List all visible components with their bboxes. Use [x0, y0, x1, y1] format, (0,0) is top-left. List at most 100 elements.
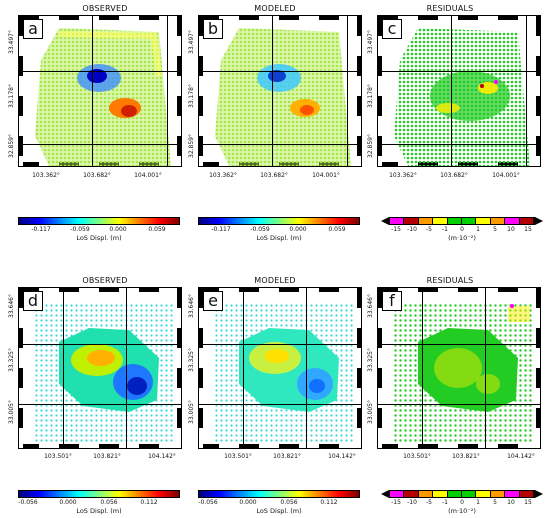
res-bot-tick-2: -10 [407, 499, 417, 506]
cbar-d-tick-2: 0.000 [59, 499, 77, 506]
panel-e-displacement-field [213, 302, 353, 442]
panel-c-title: RESIDUALS [426, 4, 474, 13]
res-top-tick-1: -15 [391, 226, 401, 233]
panel-e-xtick-2: 103.821° [273, 453, 301, 460]
residual-bar-top-left-arrow [381, 217, 389, 225]
panel-b-xtick-1: 103.362° [209, 172, 237, 179]
residual-bar-bottom-label: (m·10⁻²) [448, 507, 476, 515]
colorbar-bottom-e-label: LoS Displ. (m) [256, 507, 302, 515]
res-top-tick-8: 10 [507, 226, 515, 233]
colorbar-top-a [18, 217, 180, 225]
res-bot-tick-8: 10 [507, 499, 515, 506]
res-bot-tick-5: 0 [460, 499, 464, 506]
panel-d-xtick-2: 103.821° [93, 453, 121, 460]
panel-b-map: b [198, 15, 362, 167]
residual-bin [404, 491, 419, 497]
cbar-b-tick-2: -0.059 [250, 226, 270, 233]
residual-bin [476, 218, 491, 224]
cbar-b-tick-1: -0.117 [211, 226, 231, 233]
res-bot-tick-3: -5 [426, 499, 432, 506]
residual-bin [490, 491, 506, 497]
panel-d-map: d [18, 287, 182, 449]
residual-bar-bottom [389, 490, 535, 498]
cbar-a-tick-4: 0.059 [148, 226, 166, 233]
residual-bin [390, 218, 405, 224]
panel-f-title: RESIDUALS [426, 276, 474, 285]
panel-d-ytick-3: 33.005° [8, 400, 15, 424]
residual-bar-bottom-right-arrow [535, 490, 543, 498]
panel-d-xtick-1: 103.501° [44, 453, 72, 460]
res-bot-tick-9: 15 [524, 499, 532, 506]
residual-bin [505, 491, 520, 497]
panel-d-label: d [23, 291, 43, 311]
colorbar-top-b-label: LoS Displ. (m) [256, 234, 302, 242]
res-bot-tick-7: 5 [493, 499, 497, 506]
panel-a-xtick-1: 103.362° [32, 172, 60, 179]
panel-d-title: OBSERVED [82, 276, 128, 285]
residual-bar-top-label: (m·10⁻²) [448, 234, 476, 242]
panel-f-residual-field [392, 302, 532, 442]
cbar-d-tick-1: -0.056 [18, 499, 38, 506]
panel-a-xtick-3: 104.001° [134, 172, 162, 179]
panel-f-label: f [382, 291, 402, 311]
panel-e-title: MODELED [254, 276, 296, 285]
panel-f-xtick-1: 103.501° [403, 453, 431, 460]
res-bot-tick-6: 1 [476, 499, 480, 506]
cbar-e-tick-1: -0.056 [198, 499, 218, 506]
panel-f-ytick-3: 33.005° [367, 400, 374, 424]
panel-b-label: b [203, 19, 223, 39]
panel-c-map: c [377, 15, 541, 167]
residual-bin [418, 218, 434, 224]
panel-f-xtick-3: 104.142° [507, 453, 535, 460]
panel-c-ytick-2: 33.178° [367, 84, 374, 108]
panel-e-label: e [203, 291, 223, 311]
residual-bin [433, 491, 448, 497]
residual-bin [447, 491, 463, 497]
panel-a-ytick-2: 33.178° [8, 84, 15, 108]
panel-e-ytick-3: 33.005° [188, 400, 195, 424]
panel-e-xtick-1: 103.501° [224, 453, 252, 460]
res-top-tick-4: -1 [442, 226, 448, 233]
res-top-tick-6: 1 [476, 226, 480, 233]
panel-a-title: OBSERVED [82, 4, 128, 13]
panel-e-ytick-1: 33.646° [188, 294, 195, 318]
panel-e-xtick-3: 104.142° [328, 453, 356, 460]
panel-b-displacement-field [215, 28, 351, 166]
res-top-tick-2: -10 [407, 226, 417, 233]
residual-bin [476, 491, 491, 497]
panel-f-xtick-2: 103.821° [452, 453, 480, 460]
res-bot-tick-4: -1 [442, 499, 448, 506]
panel-c-ytick-3: 32.859° [367, 134, 374, 158]
cbar-e-tick-3: 0.056 [280, 499, 298, 506]
panel-c-xtick-1: 103.362° [389, 172, 417, 179]
residual-bin [490, 218, 506, 224]
panel-c-residual-field [394, 28, 530, 166]
cbar-d-tick-3: 0.056 [100, 499, 118, 506]
panel-e-map: e [198, 287, 362, 449]
panel-f-ytick-2: 33.325° [367, 348, 374, 372]
panel-b-xtick-2: 103.682° [260, 172, 288, 179]
panel-b-ytick-2: 33.178° [188, 84, 195, 108]
panel-c-xtick-3: 104.001° [492, 172, 520, 179]
residual-bin [462, 491, 477, 497]
res-top-tick-5: 0 [460, 226, 464, 233]
panel-f-map: f [377, 287, 541, 449]
residual-bin [505, 218, 520, 224]
panel-e-ytick-2: 33.325° [188, 348, 195, 372]
colorbar-top-a-label: LoS Displ. (m) [76, 234, 122, 242]
residual-bin [404, 218, 419, 224]
res-bot-tick-1: -15 [391, 499, 401, 506]
cbar-e-tick-4: 0.112 [320, 499, 338, 506]
panel-b-xtick-3: 104.001° [312, 172, 340, 179]
residual-bin [418, 491, 434, 497]
cbar-b-tick-3: 0.000 [289, 226, 307, 233]
panel-f-ytick-1: 33.646° [367, 294, 374, 318]
cbar-a-tick-1: -0.117 [31, 226, 51, 233]
res-top-tick-7: 5 [493, 226, 497, 233]
residual-bar-top-right-arrow [535, 217, 543, 225]
colorbar-bottom-d [18, 490, 180, 498]
panel-d-ytick-1: 33.646° [8, 294, 15, 318]
panel-a-map: a [18, 15, 182, 167]
cbar-a-tick-2: -0.059 [70, 226, 90, 233]
residual-bin [447, 218, 463, 224]
